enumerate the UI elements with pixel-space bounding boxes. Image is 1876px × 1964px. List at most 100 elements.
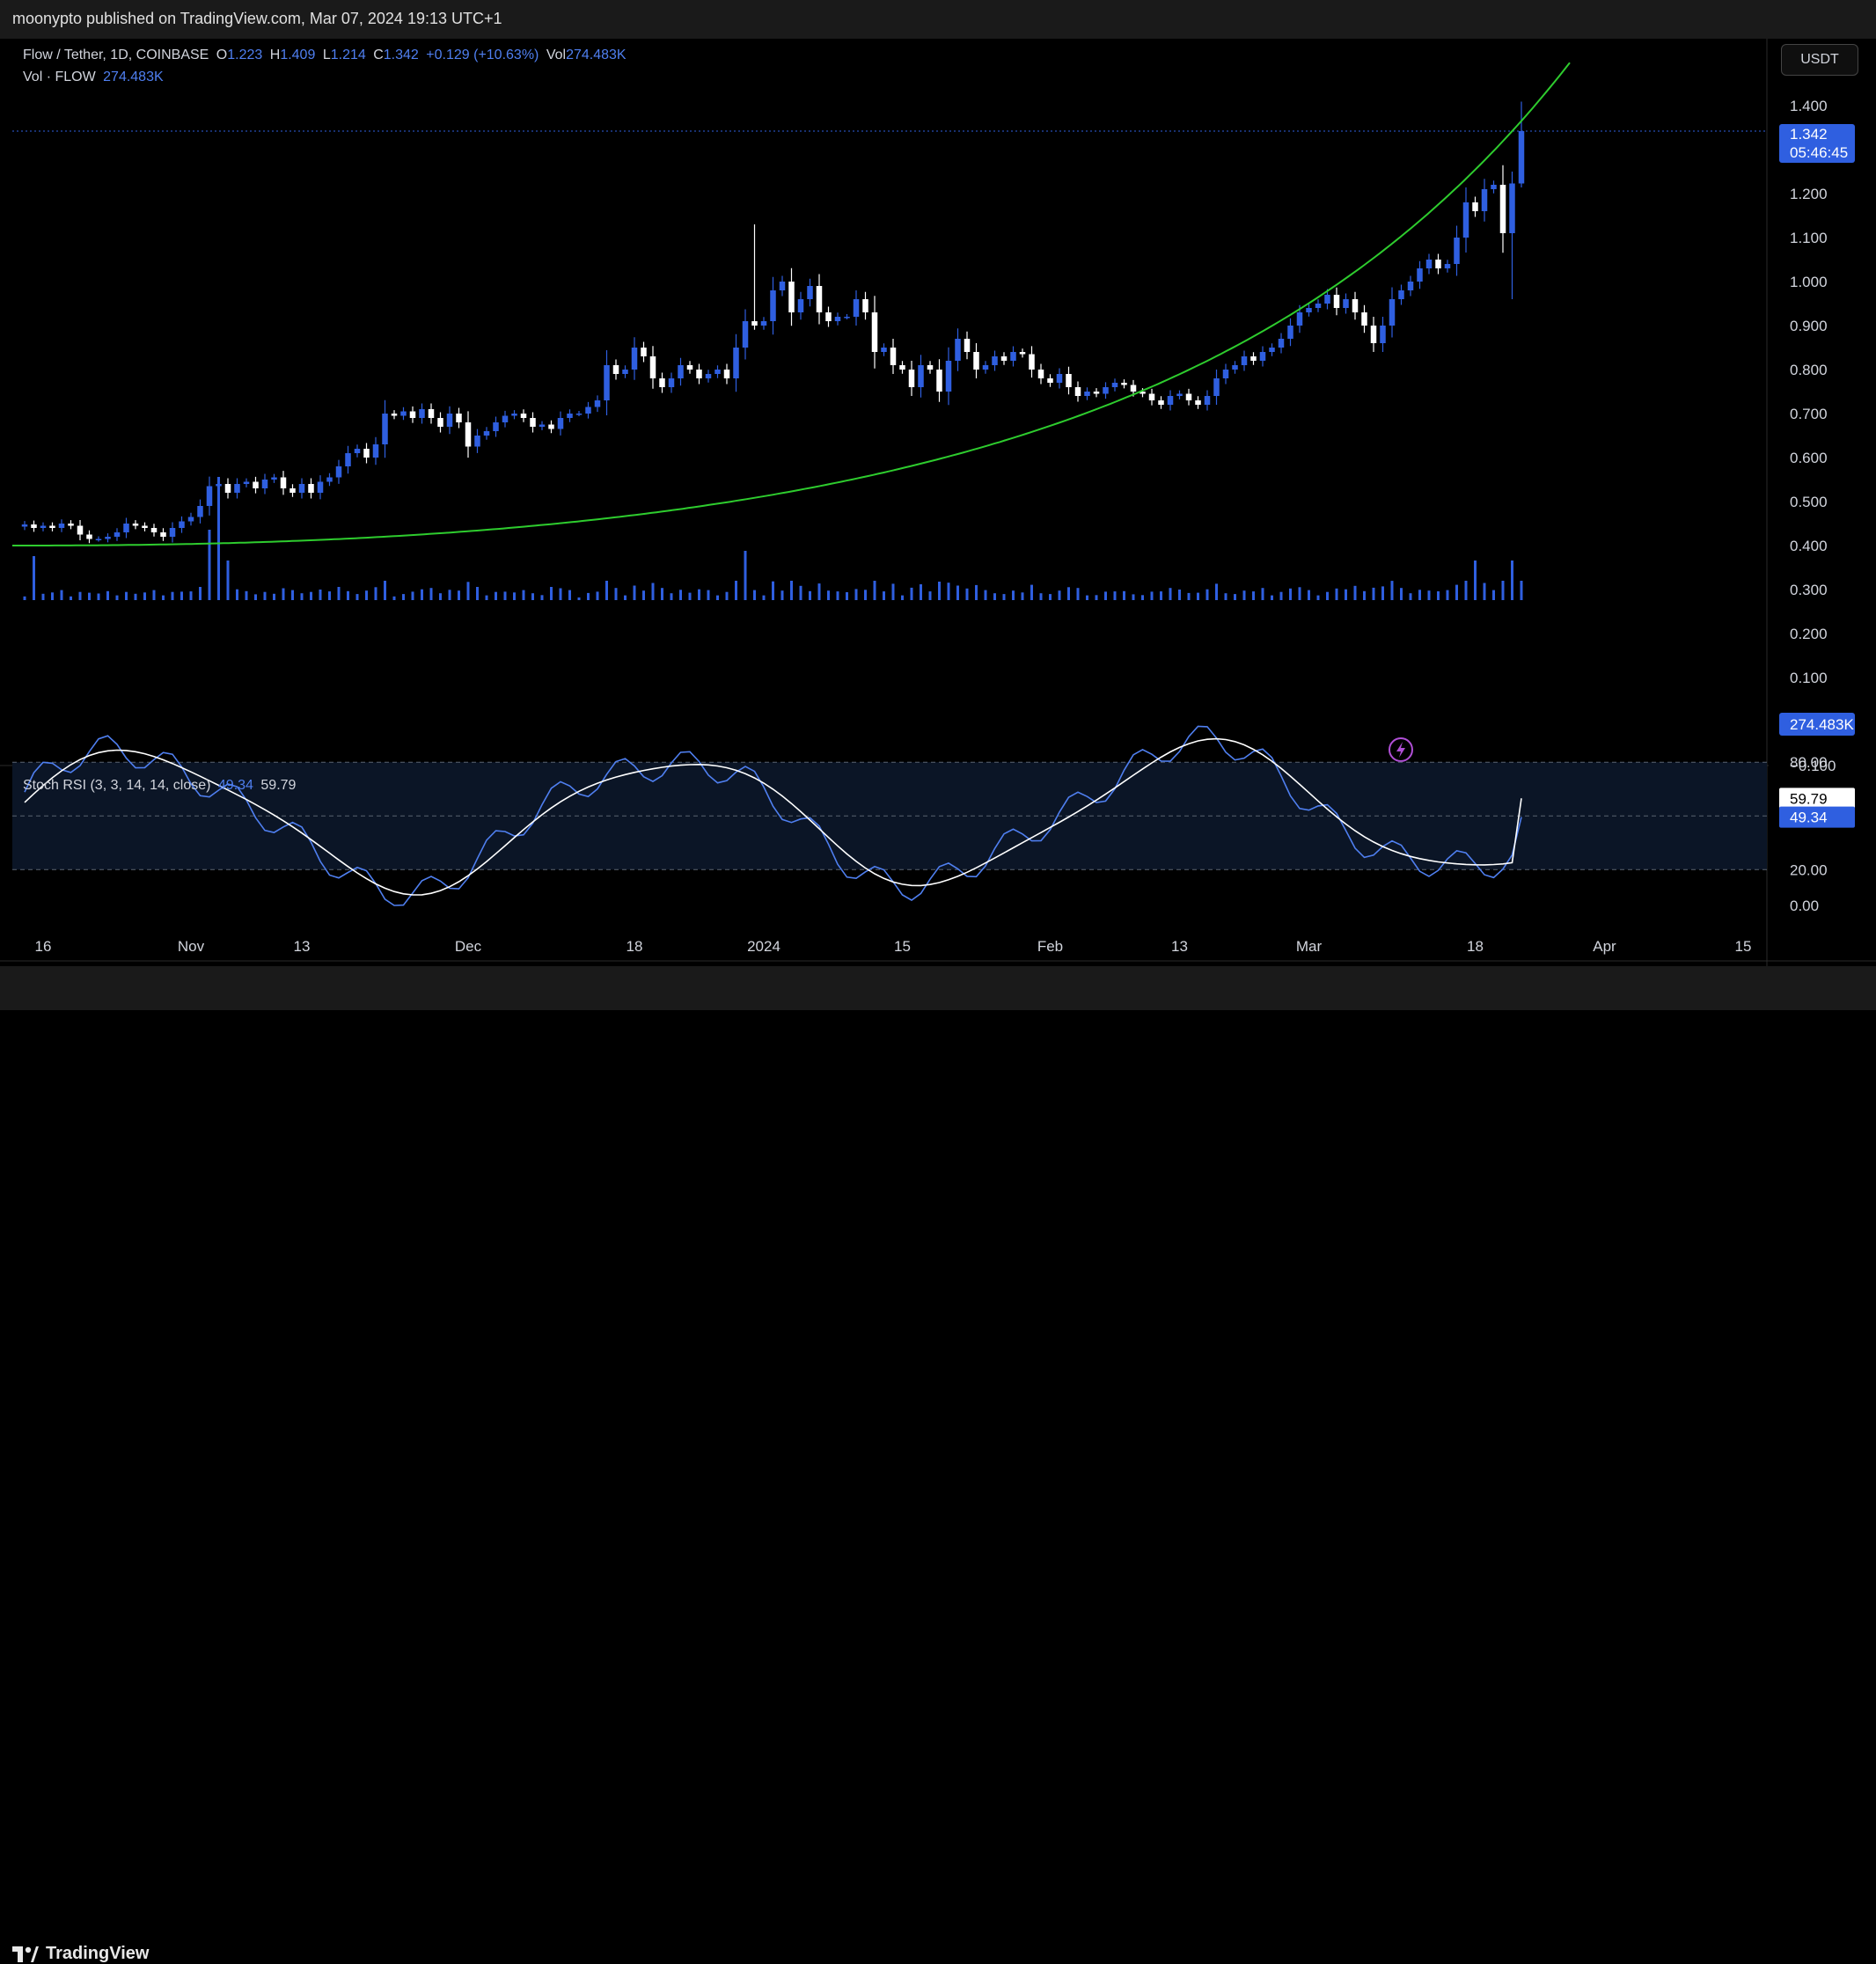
volume-bar xyxy=(661,588,663,600)
candle-body xyxy=(1481,189,1488,211)
time-tick-label: Apr xyxy=(1593,938,1616,955)
volume-bar xyxy=(735,581,737,600)
candle-body xyxy=(1037,370,1044,378)
candle-body xyxy=(1140,392,1146,394)
volume-bar xyxy=(1298,587,1301,600)
publisher-text: moonypto published on TradingView.com, M… xyxy=(12,10,502,27)
volume-bar xyxy=(984,590,987,600)
tradingview-brand: TradingView xyxy=(46,1944,150,1963)
volume-bar xyxy=(651,583,655,600)
candle-body xyxy=(908,370,915,387)
volume-bar xyxy=(1464,581,1468,600)
tradingview-logo[interactable]: TradingView xyxy=(12,1944,149,1964)
volume-bar xyxy=(1049,594,1052,600)
volume-bar xyxy=(263,591,267,600)
candle-body xyxy=(1029,354,1035,370)
candle-body xyxy=(197,506,203,517)
symbol-label[interactable]: Flow / Tether, 1D, COINBASE xyxy=(23,48,209,62)
candle-body xyxy=(964,339,971,352)
candle-body xyxy=(1010,352,1016,361)
volume-bar xyxy=(1279,591,1283,600)
close-value: 1.342 xyxy=(383,48,419,62)
candle-body xyxy=(243,481,250,484)
volume-bar xyxy=(503,591,507,600)
candle-body xyxy=(604,365,610,400)
volume-bar xyxy=(70,596,72,600)
stoch-rsi-level-label: 20.00 xyxy=(1790,861,1828,878)
volume-bar xyxy=(956,585,959,600)
currency-button[interactable]: USDT xyxy=(1781,44,1858,76)
volume-bar xyxy=(374,587,377,600)
candle-body xyxy=(179,521,185,528)
candle-body xyxy=(1232,365,1238,370)
candle-body xyxy=(1417,268,1423,282)
volume-bar xyxy=(688,592,692,600)
volume-bar xyxy=(134,593,137,600)
volume-bar xyxy=(1141,595,1144,600)
price-tick-label: 0.100 xyxy=(1790,670,1828,686)
candle-body xyxy=(1370,326,1377,343)
candle-body xyxy=(548,424,554,429)
volume-bar xyxy=(448,590,451,600)
volume-bar xyxy=(152,590,156,600)
volume-bar xyxy=(1437,591,1440,600)
candle-body xyxy=(474,436,480,447)
volume-bar xyxy=(1205,589,1209,600)
volume-bar xyxy=(421,589,423,600)
volume-bar xyxy=(1039,593,1043,600)
stoch-rsi-label[interactable]: Stoch RSI (3, 3, 14, 14, close) xyxy=(23,778,211,793)
volume-bar xyxy=(1197,592,1199,600)
price-tick-label: 0.900 xyxy=(1790,318,1828,334)
volume-bar xyxy=(698,589,700,600)
time-tick-label: 15 xyxy=(1735,938,1752,955)
volume-bar xyxy=(605,581,608,600)
volume-bar xyxy=(273,593,275,600)
volume-bar xyxy=(513,592,516,600)
stoch-rsi-k-axis-label: 49.34 xyxy=(1790,810,1828,826)
volume-bar xyxy=(1446,590,1449,600)
candle-body xyxy=(1000,356,1008,361)
stoch-rsi-k-box xyxy=(1779,806,1855,828)
volume-bar xyxy=(115,595,119,600)
volume-bar xyxy=(642,590,645,600)
stoch-rsi-d-axis-label: 59.79 xyxy=(1790,790,1828,807)
stoch-rsi-band xyxy=(12,762,1767,870)
candle-body xyxy=(234,484,240,493)
volume-bar xyxy=(836,591,839,600)
candle-body xyxy=(612,365,619,374)
volume-bar xyxy=(531,593,534,600)
candle-body xyxy=(788,282,795,312)
volume-series-label[interactable]: Vol · FLOW xyxy=(23,70,96,84)
volume-bar xyxy=(106,590,109,600)
volume-bar xyxy=(1501,581,1505,600)
candle-body xyxy=(409,411,416,418)
volume-bar xyxy=(799,585,802,600)
candle-body xyxy=(502,415,509,422)
volume-bar xyxy=(217,477,220,600)
candle-body xyxy=(585,407,591,414)
candle-body xyxy=(751,321,758,326)
candle-body xyxy=(594,400,601,407)
lightning-bolt-icon xyxy=(1396,742,1405,758)
volume-bar xyxy=(1224,593,1227,600)
volume-bar xyxy=(458,590,460,600)
volume-bar xyxy=(910,587,913,600)
candle-body xyxy=(105,537,111,539)
candle-body xyxy=(797,299,804,312)
volume-bar xyxy=(928,591,932,600)
candle-body xyxy=(871,312,878,352)
candle-body xyxy=(1278,339,1285,348)
volume-bar xyxy=(679,590,682,600)
volume-bar xyxy=(725,591,729,600)
candle-body xyxy=(982,365,989,370)
chart-area[interactable]: 1.400 1.200 1.100 1.000 0.900 0.800 0.700 0.600… xyxy=(0,39,1876,966)
volume-bar xyxy=(883,591,885,600)
volume-bar xyxy=(1474,561,1477,600)
volume-bar xyxy=(1187,592,1191,600)
candle-body xyxy=(1269,348,1275,352)
candle-body xyxy=(1518,131,1525,184)
volume-bar xyxy=(827,590,830,600)
candle-body xyxy=(649,356,656,378)
candle-body xyxy=(1407,282,1414,290)
candle-body xyxy=(1454,238,1460,264)
